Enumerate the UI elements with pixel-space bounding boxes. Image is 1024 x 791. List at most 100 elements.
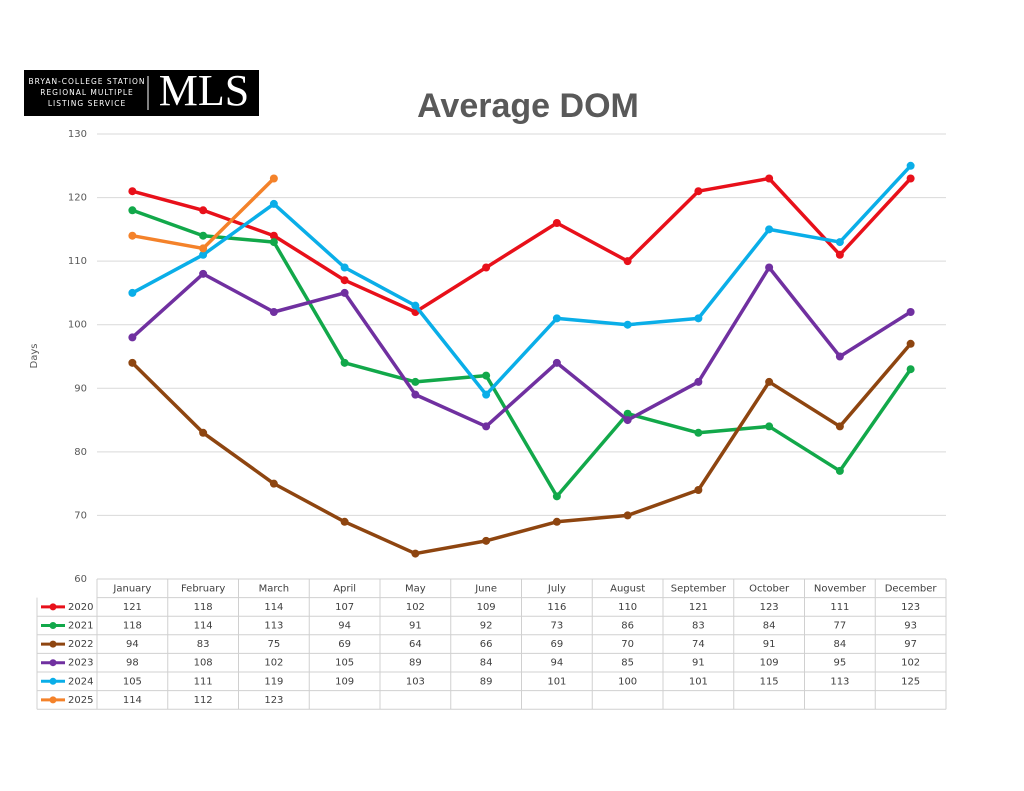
table-value: 100 <box>618 676 637 687</box>
table-value: 69 <box>551 639 564 650</box>
y-tick-label: 110 <box>68 256 87 267</box>
legend-marker <box>49 659 57 667</box>
x-tick-label: April <box>333 583 356 594</box>
logo-line: REGIONAL MULTIPLE <box>40 88 134 97</box>
y-tick-label: 60 <box>74 574 87 585</box>
table-value: 93 <box>904 621 917 632</box>
point <box>694 187 703 196</box>
point <box>552 517 561 526</box>
point <box>269 238 278 247</box>
point <box>835 352 844 361</box>
table-value: 111 <box>194 676 213 687</box>
table-value: 69 <box>338 639 351 650</box>
point <box>128 333 137 342</box>
point <box>694 486 703 494</box>
table-value: 121 <box>123 602 142 613</box>
point <box>694 428 703 437</box>
table-value: 119 <box>264 676 283 687</box>
point <box>835 250 844 259</box>
point <box>482 263 491 272</box>
y-tick-label: 80 <box>74 447 87 458</box>
series-line <box>131 176 912 314</box>
legend-marker <box>49 640 57 648</box>
table-value: 118 <box>123 621 142 632</box>
table-value: 75 <box>268 639 281 650</box>
legend-marker <box>49 677 57 685</box>
table-value: 73 <box>551 621 564 632</box>
table-value: 94 <box>126 639 139 650</box>
point <box>269 199 278 208</box>
legend-marker <box>49 622 57 629</box>
table-value: 123 <box>264 695 283 706</box>
point <box>765 174 774 183</box>
point <box>906 161 915 170</box>
point <box>552 492 561 501</box>
table-value: 91 <box>692 658 705 669</box>
point <box>906 174 915 183</box>
point <box>340 276 349 285</box>
y-tick-label: 100 <box>68 320 87 331</box>
point <box>765 422 774 431</box>
point <box>269 231 278 240</box>
table-value: 92 <box>480 621 493 632</box>
table-value: 109 <box>760 658 779 669</box>
point <box>269 308 278 316</box>
x-tick-label: October <box>749 583 790 594</box>
point <box>906 308 915 316</box>
x-tick-label: December <box>885 583 938 594</box>
table-value: 113 <box>264 621 283 632</box>
table-value: 116 <box>547 602 566 613</box>
table-value: 111 <box>830 602 849 613</box>
point <box>552 358 561 367</box>
legend-label: 2023 <box>68 658 93 669</box>
point <box>623 257 632 266</box>
table-value: 115 <box>760 676 779 687</box>
point <box>199 250 208 259</box>
series-line <box>131 342 912 556</box>
table-value: 74 <box>692 639 705 650</box>
table-value: 114 <box>123 695 142 706</box>
table-value: 86 <box>621 621 634 632</box>
y-tick-label: 90 <box>74 383 87 394</box>
table-value: 125 <box>901 676 920 687</box>
point <box>411 377 420 386</box>
series-line <box>131 208 913 499</box>
x-tick-label: May <box>405 583 426 594</box>
point <box>340 288 349 297</box>
point <box>411 301 420 310</box>
point <box>552 219 561 227</box>
point <box>199 206 208 215</box>
series-line <box>131 164 912 397</box>
point <box>128 187 137 196</box>
logo-line: BRYAN-COLLEGE STATION <box>28 77 145 86</box>
point <box>199 269 208 278</box>
point <box>199 244 208 253</box>
table-value: 114 <box>194 621 213 632</box>
table-value: 84 <box>834 639 847 650</box>
point <box>623 409 632 418</box>
chart-title: Average DOM <box>417 87 639 125</box>
table-value: 101 <box>689 676 708 687</box>
point <box>411 549 420 558</box>
table-value: 91 <box>763 639 776 650</box>
table-value: 94 <box>338 621 351 632</box>
point <box>482 422 491 431</box>
table-value: 103 <box>406 676 425 687</box>
table-value: 121 <box>689 602 708 613</box>
table-value: 112 <box>194 695 213 706</box>
legend-label: 2022 <box>68 639 93 650</box>
point <box>623 320 632 329</box>
point <box>128 206 137 215</box>
point <box>411 390 420 399</box>
table-value: 94 <box>551 658 564 669</box>
table-value: 108 <box>194 658 213 669</box>
table-value: 113 <box>830 676 849 687</box>
table-value: 84 <box>480 658 493 669</box>
point <box>269 174 278 183</box>
table-value: 102 <box>264 658 283 669</box>
table-value: 101 <box>547 676 566 687</box>
table-value: 118 <box>194 602 213 613</box>
table-value: 109 <box>335 676 354 687</box>
point <box>835 422 844 431</box>
